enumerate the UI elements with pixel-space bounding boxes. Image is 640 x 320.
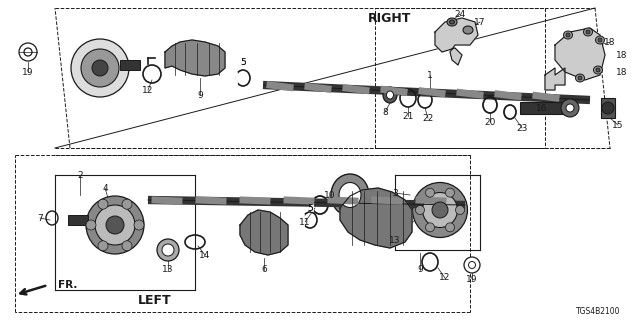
Ellipse shape <box>387 91 394 99</box>
Polygon shape <box>340 188 412 248</box>
Ellipse shape <box>81 49 119 87</box>
Ellipse shape <box>86 220 96 230</box>
Ellipse shape <box>86 196 144 254</box>
Text: 19: 19 <box>467 276 477 284</box>
Text: 4: 4 <box>102 183 108 193</box>
Ellipse shape <box>432 202 448 218</box>
Ellipse shape <box>602 102 614 114</box>
Ellipse shape <box>157 239 179 261</box>
Ellipse shape <box>456 205 465 214</box>
Ellipse shape <box>584 28 593 36</box>
Text: 24: 24 <box>454 10 466 19</box>
Ellipse shape <box>162 244 174 256</box>
Text: 15: 15 <box>612 121 624 130</box>
Text: 18: 18 <box>616 51 628 60</box>
Text: 21: 21 <box>403 111 413 121</box>
Ellipse shape <box>598 38 602 42</box>
Ellipse shape <box>134 220 144 230</box>
Text: 8: 8 <box>382 108 388 116</box>
Text: FR.: FR. <box>58 280 77 290</box>
Text: 16: 16 <box>536 103 548 113</box>
Text: RIGHT: RIGHT <box>368 12 412 25</box>
Ellipse shape <box>561 99 579 117</box>
Ellipse shape <box>468 261 476 268</box>
Bar <box>68 215 88 225</box>
Text: 5: 5 <box>307 204 313 212</box>
Polygon shape <box>555 28 605 80</box>
Ellipse shape <box>463 26 473 34</box>
Ellipse shape <box>95 205 135 245</box>
Ellipse shape <box>566 104 574 112</box>
Ellipse shape <box>92 60 108 76</box>
Ellipse shape <box>71 39 129 97</box>
Text: 18: 18 <box>616 68 628 76</box>
Ellipse shape <box>24 48 32 56</box>
Text: 20: 20 <box>484 117 496 126</box>
Ellipse shape <box>383 87 397 103</box>
Text: LEFT: LEFT <box>138 293 172 307</box>
Ellipse shape <box>106 216 124 234</box>
Ellipse shape <box>415 205 424 214</box>
Ellipse shape <box>464 257 480 273</box>
Text: 12: 12 <box>142 85 154 94</box>
Text: 5: 5 <box>307 204 313 212</box>
Polygon shape <box>545 68 565 90</box>
Text: 10: 10 <box>324 190 336 199</box>
Text: 7: 7 <box>37 213 43 222</box>
Ellipse shape <box>122 199 132 209</box>
Text: 22: 22 <box>422 114 434 123</box>
Text: 6: 6 <box>261 266 267 275</box>
Ellipse shape <box>447 18 457 26</box>
Text: 5: 5 <box>240 58 246 67</box>
Ellipse shape <box>331 174 369 216</box>
Text: 13: 13 <box>163 266 173 275</box>
Ellipse shape <box>445 188 454 197</box>
Bar <box>520 102 570 114</box>
Text: 1: 1 <box>427 70 433 79</box>
Text: 17: 17 <box>474 18 486 27</box>
Text: 14: 14 <box>199 251 211 260</box>
Ellipse shape <box>586 30 590 34</box>
Ellipse shape <box>563 31 573 39</box>
Ellipse shape <box>426 188 435 197</box>
Ellipse shape <box>449 20 454 24</box>
Ellipse shape <box>566 33 570 37</box>
Text: 2: 2 <box>77 171 83 180</box>
Text: 9: 9 <box>417 266 423 275</box>
Ellipse shape <box>445 223 454 232</box>
Text: 13: 13 <box>389 236 401 244</box>
Ellipse shape <box>19 43 37 61</box>
Ellipse shape <box>98 199 108 209</box>
Ellipse shape <box>122 241 132 251</box>
Ellipse shape <box>339 182 361 207</box>
Text: 9: 9 <box>197 91 203 100</box>
Text: 19: 19 <box>22 68 34 76</box>
Text: TGS4B2100: TGS4B2100 <box>575 308 620 316</box>
Ellipse shape <box>596 68 600 72</box>
Ellipse shape <box>422 193 458 228</box>
Text: 12: 12 <box>439 274 451 283</box>
Text: 5: 5 <box>240 58 246 67</box>
Polygon shape <box>435 18 478 65</box>
Ellipse shape <box>575 74 584 82</box>
Text: 11: 11 <box>300 218 311 227</box>
Text: 3: 3 <box>392 188 398 197</box>
Ellipse shape <box>595 36 605 44</box>
Bar <box>601 98 615 118</box>
Ellipse shape <box>593 66 602 74</box>
Bar <box>120 60 140 70</box>
Ellipse shape <box>413 182 467 237</box>
Ellipse shape <box>578 76 582 80</box>
Polygon shape <box>165 40 225 76</box>
Text: 18: 18 <box>604 37 616 46</box>
Ellipse shape <box>98 241 108 251</box>
Text: 23: 23 <box>516 124 528 132</box>
Ellipse shape <box>426 223 435 232</box>
Polygon shape <box>240 210 288 255</box>
